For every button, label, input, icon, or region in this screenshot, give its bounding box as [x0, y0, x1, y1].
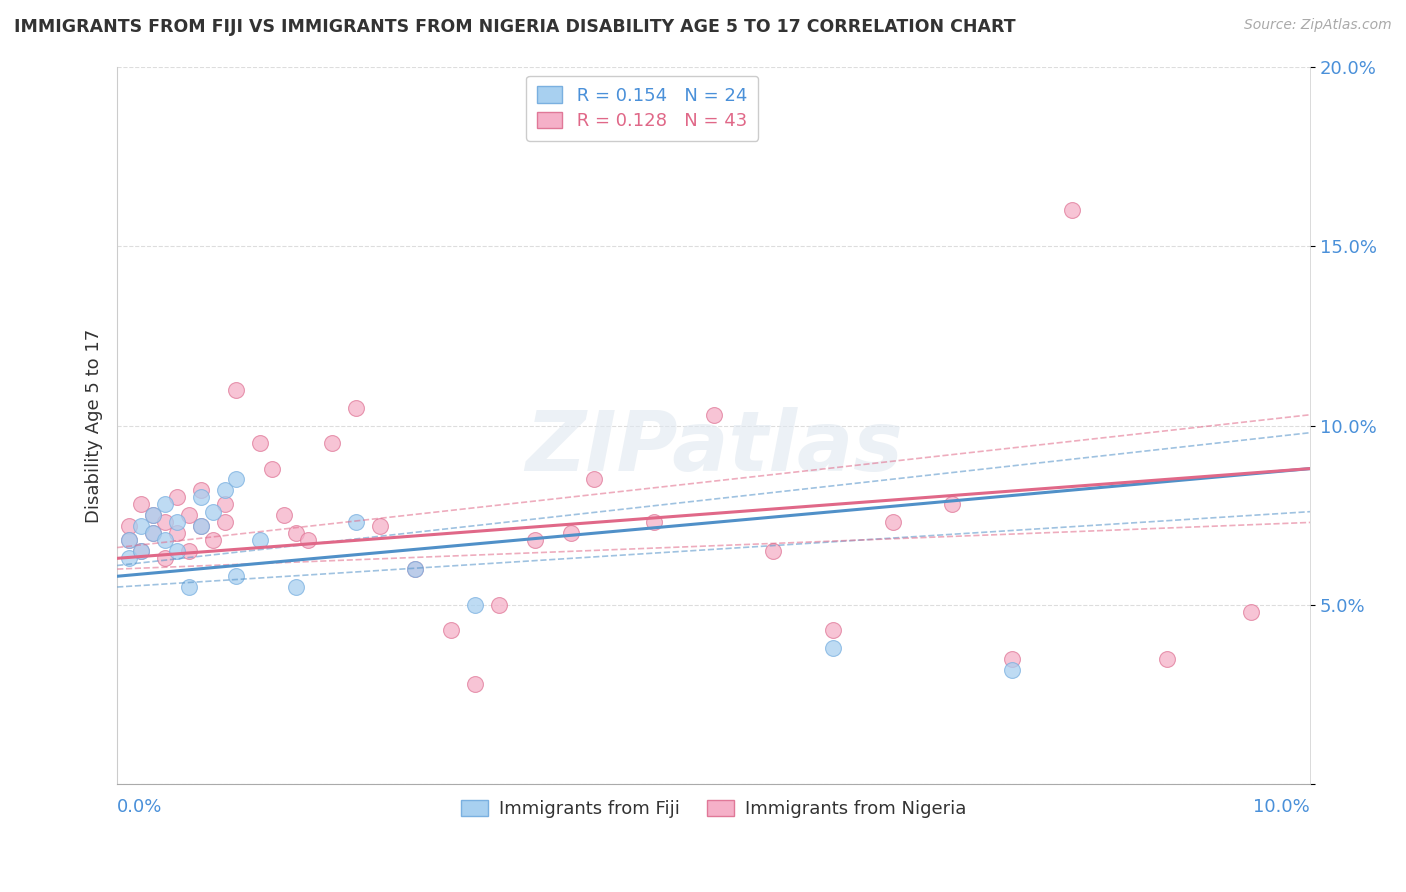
Point — [821, 641, 844, 656]
Point — [166, 516, 188, 530]
Point — [201, 505, 224, 519]
Point — [1156, 652, 1178, 666]
Point — [166, 526, 188, 541]
Point — [762, 544, 785, 558]
Point — [1060, 203, 1083, 218]
Point — [153, 516, 176, 530]
Point — [153, 498, 176, 512]
Point — [214, 483, 236, 497]
Point — [153, 551, 176, 566]
Text: 10.0%: 10.0% — [1254, 798, 1310, 816]
Point — [142, 526, 165, 541]
Point — [464, 598, 486, 612]
Point — [1001, 663, 1024, 677]
Point — [177, 544, 200, 558]
Text: Source: ZipAtlas.com: Source: ZipAtlas.com — [1244, 18, 1392, 32]
Point — [344, 516, 367, 530]
Point — [523, 533, 546, 548]
Point — [142, 526, 165, 541]
Y-axis label: Disability Age 5 to 17: Disability Age 5 to 17 — [86, 328, 103, 523]
Text: ZIPatlas: ZIPatlas — [524, 407, 903, 488]
Point — [177, 508, 200, 523]
Point — [368, 519, 391, 533]
Point — [166, 544, 188, 558]
Point — [285, 526, 308, 541]
Point — [225, 383, 247, 397]
Point — [118, 519, 141, 533]
Point — [941, 498, 963, 512]
Point — [129, 519, 152, 533]
Point — [440, 623, 463, 637]
Point — [297, 533, 319, 548]
Point — [153, 533, 176, 548]
Point — [225, 472, 247, 486]
Point — [560, 526, 582, 541]
Point — [201, 533, 224, 548]
Point — [404, 562, 426, 576]
Point — [214, 498, 236, 512]
Text: IMMIGRANTS FROM FIJI VS IMMIGRANTS FROM NIGERIA DISABILITY AGE 5 TO 17 CORRELATI: IMMIGRANTS FROM FIJI VS IMMIGRANTS FROM … — [14, 18, 1015, 36]
Point — [285, 580, 308, 594]
Point — [118, 533, 141, 548]
Point — [190, 519, 212, 533]
Point — [214, 516, 236, 530]
Point — [1239, 605, 1261, 619]
Point — [321, 436, 343, 450]
Point — [129, 498, 152, 512]
Point — [262, 461, 284, 475]
Point — [118, 551, 141, 566]
Point — [190, 483, 212, 497]
Point — [583, 472, 606, 486]
Legend: Immigrants from Fiji, Immigrants from Nigeria: Immigrants from Fiji, Immigrants from Ni… — [454, 793, 973, 826]
Text: 0.0%: 0.0% — [117, 798, 163, 816]
Point — [190, 519, 212, 533]
Point — [1001, 652, 1024, 666]
Point — [129, 544, 152, 558]
Point — [249, 436, 271, 450]
Point — [190, 491, 212, 505]
Point — [882, 516, 904, 530]
Point — [643, 516, 665, 530]
Point — [464, 677, 486, 691]
Point — [118, 533, 141, 548]
Point — [404, 562, 426, 576]
Point — [273, 508, 295, 523]
Point — [488, 598, 510, 612]
Point — [344, 401, 367, 415]
Point — [703, 408, 725, 422]
Point — [142, 508, 165, 523]
Point — [142, 508, 165, 523]
Point — [249, 533, 271, 548]
Point — [225, 569, 247, 583]
Point — [166, 491, 188, 505]
Point — [177, 580, 200, 594]
Point — [129, 544, 152, 558]
Point — [821, 623, 844, 637]
